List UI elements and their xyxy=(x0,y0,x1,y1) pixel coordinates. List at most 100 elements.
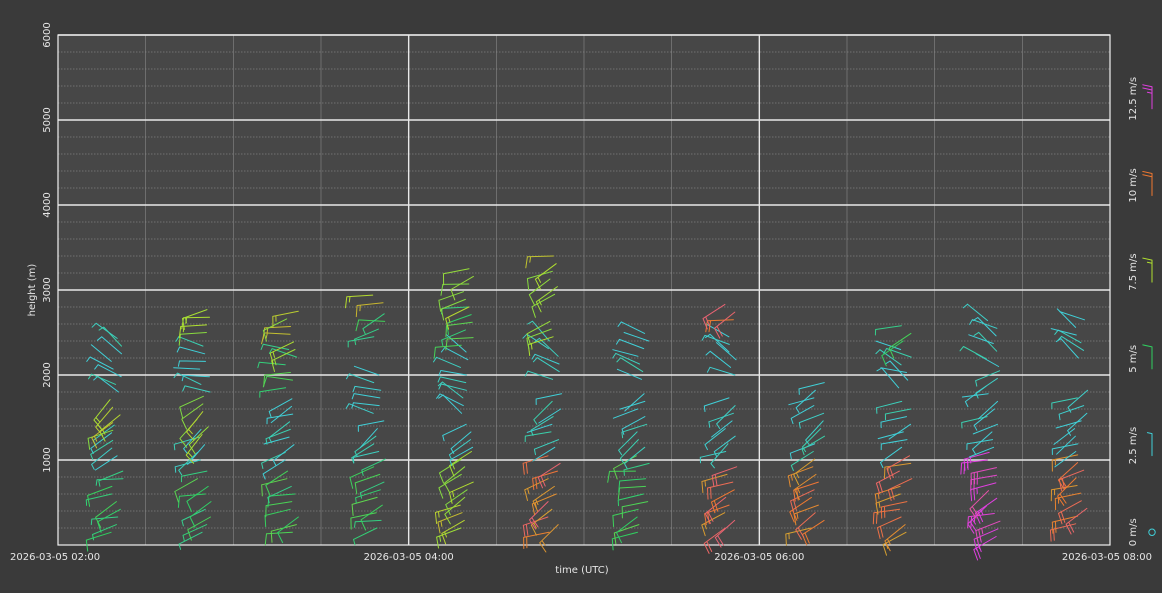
y-tick-label: 5000 xyxy=(42,107,53,132)
y-tick-label: 2000 xyxy=(42,362,53,387)
wind-barb xyxy=(524,370,554,380)
wind-barb xyxy=(793,458,816,486)
wind-barb xyxy=(438,370,467,377)
wind-barb xyxy=(706,366,736,376)
wind-barb xyxy=(96,336,122,355)
wind-barb xyxy=(186,485,209,512)
wind-barb xyxy=(710,443,729,469)
wind-barb xyxy=(703,527,726,554)
wind-barb xyxy=(880,446,903,468)
wind-barb xyxy=(359,481,385,499)
wind-barb xyxy=(86,356,114,370)
wind-barb xyxy=(354,435,377,458)
wind-barb xyxy=(522,516,549,537)
wind-barb xyxy=(440,283,470,296)
wind-barb xyxy=(449,446,474,466)
wind-barb xyxy=(970,482,997,502)
wind-barb xyxy=(352,385,382,393)
wind-barb xyxy=(533,439,560,456)
wind-barb xyxy=(182,524,208,542)
wind-barb xyxy=(442,423,467,442)
wind-barb xyxy=(436,393,464,407)
wind-barb xyxy=(716,342,737,361)
wind-barb xyxy=(175,336,204,347)
legend-barb-icon xyxy=(1142,257,1153,283)
speed-legend: 0 m/s 2.5 m/s 5 m/s 7.5 m/s 10 m/s 12.5 m/s xyxy=(1128,77,1156,546)
x-tick-label: 2026-03-05 02:00 xyxy=(10,552,100,563)
wind-barb xyxy=(1057,335,1085,351)
wind-barb xyxy=(1051,515,1079,534)
wind-barb xyxy=(975,377,998,399)
wind-barb xyxy=(533,400,553,425)
wind-barb xyxy=(187,444,206,465)
wind-barb xyxy=(961,416,988,429)
wind-barb xyxy=(617,493,644,507)
wind-barb xyxy=(795,512,816,540)
wind-barb xyxy=(970,474,998,492)
wind-barb xyxy=(526,328,552,350)
wind-barb xyxy=(795,389,816,413)
wind-barb xyxy=(612,349,639,357)
wind-barb xyxy=(618,431,638,456)
wind-barb xyxy=(182,385,211,393)
wind-barb xyxy=(612,408,639,419)
wind-barb xyxy=(1059,311,1085,321)
y-tick-label: 3000 xyxy=(42,277,53,302)
wind-barb xyxy=(884,360,909,381)
wind-barb xyxy=(263,372,291,387)
wind-barb xyxy=(267,485,292,504)
wind-barb xyxy=(789,443,816,460)
wind-barb xyxy=(532,446,556,462)
wind-barb xyxy=(92,524,117,541)
wind-barb xyxy=(527,320,550,342)
wind-barb xyxy=(265,501,293,518)
wind-barb xyxy=(525,255,554,269)
wind-barb xyxy=(98,326,122,347)
wind-barb xyxy=(91,447,113,470)
wind-barb xyxy=(177,493,206,508)
barb-profile xyxy=(1049,308,1089,542)
wind-barb xyxy=(701,473,728,494)
wind-barb xyxy=(623,462,650,476)
wind-barb xyxy=(445,306,470,330)
wind-barb xyxy=(90,439,114,460)
wind-barb xyxy=(801,435,825,456)
wind-barb xyxy=(354,328,379,346)
wind-barb xyxy=(268,421,291,444)
wind-barb xyxy=(1054,451,1077,468)
wind-barb xyxy=(616,368,642,380)
wind-barb xyxy=(439,458,462,484)
y-tick-label: 1000 xyxy=(42,447,53,472)
wind-barb xyxy=(178,451,199,476)
wind-barb xyxy=(97,508,121,533)
wind-barb xyxy=(621,416,646,435)
wind-barb xyxy=(711,420,733,438)
wind-barb xyxy=(702,303,726,330)
wind-barb xyxy=(884,524,906,552)
wind-barb xyxy=(361,458,386,476)
wind-barb xyxy=(437,376,467,384)
wind-barb xyxy=(446,334,467,353)
wind-barb xyxy=(875,340,902,350)
wind-barb xyxy=(1057,462,1079,490)
wind-barb xyxy=(85,493,113,506)
wind-barb xyxy=(532,485,555,512)
wind-barb xyxy=(607,470,636,483)
wind-barb xyxy=(618,478,647,493)
wind-barb xyxy=(173,436,200,451)
wind-barb xyxy=(534,263,557,290)
wind-barb xyxy=(262,318,288,342)
wind-barb xyxy=(445,489,468,516)
wind-barb xyxy=(790,405,815,425)
wind-barb xyxy=(788,397,815,406)
wind-barb xyxy=(87,429,114,450)
wind-barb xyxy=(438,291,464,312)
wind-barb xyxy=(259,387,287,398)
wind-barb xyxy=(880,439,908,451)
wind-barb xyxy=(874,325,902,336)
wind-barb xyxy=(968,334,994,344)
wind-barb xyxy=(188,426,209,455)
wind-barb xyxy=(181,374,210,382)
wind-barb xyxy=(875,470,900,495)
wind-barb xyxy=(438,473,462,499)
